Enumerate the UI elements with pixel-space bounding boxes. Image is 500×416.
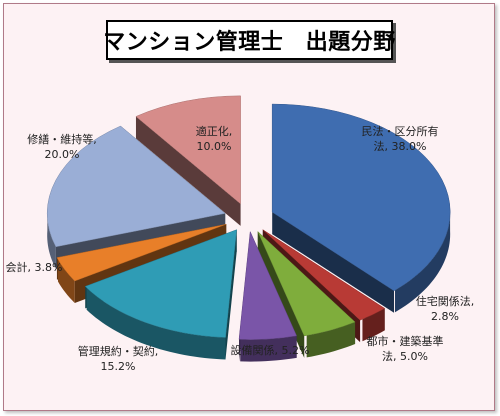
slice-label: 都市・建築基準法, 5.0%: [367, 334, 444, 363]
pie-slice-edge: [86, 287, 226, 360]
slice-label-line: 設備関係, 5.2%: [231, 343, 310, 357]
slice-label: 修繕・維持等, 20.0%: [27, 132, 97, 161]
slice-label-line: 法, 38.0%: [374, 139, 427, 153]
slice-label-line: 2.8%: [431, 310, 459, 323]
pie-slice-wall: [272, 212, 395, 313]
slice-label: 住宅関係法, 2.8%: [416, 294, 475, 323]
pie-slice: [84, 229, 237, 338]
pie-slice-edge: [240, 335, 297, 362]
chart-title: マンション管理士 出題分野: [103, 20, 395, 60]
pie-slice-edge: [306, 322, 356, 358]
pie-slice-edge: [395, 208, 451, 313]
pie-slice: [271, 103, 451, 292]
pie-slice-wall: [225, 229, 237, 360]
slice-label: 民法・区分所有法, 38.0%: [362, 124, 439, 153]
slice-label: 管理規約・契約, 15.2%: [78, 344, 159, 373]
pie-slice: [56, 224, 227, 282]
pie-slice: [46, 125, 226, 248]
pie-slice-edge: [362, 308, 385, 342]
pie-slice: [262, 229, 386, 321]
slice-label-line: 適正化,: [196, 124, 233, 138]
slice-label-line: 都市・建築基準: [367, 334, 444, 348]
slice-label: 会計, 3.8%: [6, 260, 63, 274]
slice-label-line: 民法・区分所有: [362, 124, 439, 138]
slice-label-line: 20.0%: [45, 148, 80, 161]
slice-label-line: 10.0%: [197, 140, 232, 153]
pie-slice-edge: [57, 259, 75, 303]
slice-label-line: 修繕・維持等,: [27, 132, 97, 146]
slice-label: 適正化, 10.0%: [196, 124, 233, 153]
slice-label-line: 住宅関係法,: [416, 294, 475, 308]
pie-slice: [238, 230, 297, 340]
slice-label-line: 会計, 3.8%: [6, 260, 63, 274]
pie-slice: [135, 95, 241, 205]
pie-slice: [257, 231, 356, 337]
slice-label-line: 管理規約・契約,: [78, 344, 159, 358]
pie-tops: [46, 95, 451, 340]
pie-slice-wall: [135, 116, 241, 226]
pie-labels: 民法・区分所有法, 38.0% 住宅関係法, 2.8% 都市・建築基準法, 5.0% 設…: [6, 124, 475, 373]
slice-label-line: 法, 5.0%: [382, 349, 428, 363]
slice-label-line: 15.2%: [101, 360, 136, 373]
pie-slice-edge: [47, 208, 56, 269]
slice-label: 設備関係, 5.2%: [231, 343, 310, 357]
